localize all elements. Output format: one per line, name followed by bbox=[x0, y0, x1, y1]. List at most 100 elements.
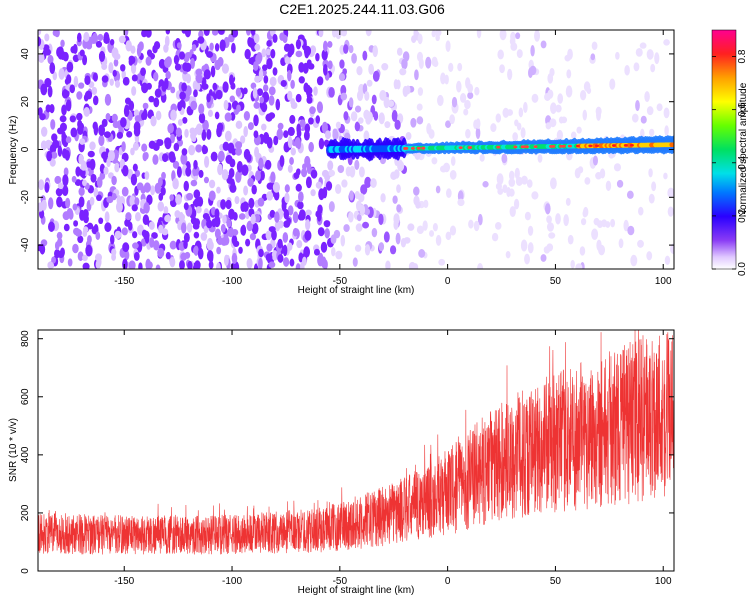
spectrogram-cell bbox=[378, 242, 385, 252]
spectrogram-cell bbox=[65, 136, 72, 144]
spectrogram-cell bbox=[245, 238, 251, 247]
spectrogram-cell bbox=[351, 53, 357, 64]
spectrogram-cell bbox=[496, 173, 504, 186]
spectrogram-x-tick-label: -100 bbox=[222, 276, 242, 287]
spectrogram-cell bbox=[174, 63, 182, 71]
spectrogram-cell bbox=[238, 246, 243, 254]
spectrogram-cell bbox=[220, 199, 227, 210]
spectrogram-cell bbox=[416, 225, 424, 235]
spectrogram-cell bbox=[385, 260, 391, 269]
spectrogram-cell bbox=[131, 86, 137, 96]
spectrogram-cell bbox=[173, 54, 180, 65]
spectrogram-cell bbox=[224, 112, 232, 122]
spectrogram-cell bbox=[343, 44, 349, 54]
spectrogram-cell bbox=[240, 202, 246, 212]
spectrogram-cell bbox=[91, 86, 98, 95]
spectrogram-cell bbox=[340, 84, 347, 96]
spectrogram-cell bbox=[582, 109, 588, 121]
spectrogram-cell bbox=[142, 102, 149, 110]
spectrogram-cell bbox=[284, 184, 290, 193]
spectrogram-cell bbox=[555, 213, 561, 225]
spectrogram-cell bbox=[502, 107, 510, 118]
spectrogram-cell bbox=[467, 83, 474, 93]
spectrogram-cell bbox=[310, 189, 316, 197]
spectrogram-cell bbox=[69, 84, 76, 94]
spectrogram-cell bbox=[372, 70, 380, 82]
spectrogram-cell bbox=[520, 239, 528, 252]
ridge-peak bbox=[567, 144, 572, 148]
spectrogram-cell bbox=[295, 263, 301, 269]
spectrogram-cell bbox=[108, 62, 114, 74]
spectrogram-cell bbox=[358, 166, 365, 178]
spectrogram-cell bbox=[183, 180, 189, 192]
spectrogram-cell bbox=[76, 32, 82, 43]
spectrogram-cell bbox=[209, 42, 214, 51]
spectrogram-cell bbox=[315, 115, 321, 124]
spectrogram-cell bbox=[70, 45, 77, 54]
spectrogram-cell bbox=[609, 78, 616, 90]
spectrogram-cell bbox=[356, 214, 362, 222]
spectrogram-cell bbox=[273, 190, 280, 201]
spectrogram-cell bbox=[114, 80, 121, 88]
spectrogram-cell bbox=[40, 83, 48, 96]
spectrogram-cell bbox=[107, 150, 116, 162]
ridge-peak bbox=[524, 145, 529, 149]
spectrogram-cell bbox=[184, 30, 191, 38]
spectrogram-cell bbox=[328, 169, 336, 177]
spectrogram-cell bbox=[206, 128, 212, 140]
spectrogram-cell bbox=[338, 73, 346, 82]
spectrogram-cell bbox=[190, 57, 195, 70]
spectrogram-cell bbox=[289, 114, 296, 124]
spectrogram-cell bbox=[252, 61, 259, 71]
spectrogram-cell bbox=[327, 160, 334, 171]
spectrogram-cell bbox=[432, 222, 438, 232]
spectrogram-cell bbox=[295, 183, 302, 192]
spectrogram-cell bbox=[132, 163, 138, 172]
spectrogram-cell bbox=[593, 217, 600, 226]
spectrogram-cell bbox=[155, 110, 162, 121]
spectrogram-cell bbox=[638, 206, 644, 216]
spectrogram-cell bbox=[190, 216, 197, 225]
spectrogram-cell bbox=[113, 58, 119, 67]
spectrogram-cell bbox=[185, 73, 191, 84]
spectrogram-x-label: Height of straight line (km) bbox=[298, 285, 415, 296]
spectrogram-cell bbox=[208, 179, 216, 189]
spectrogram-cell bbox=[331, 246, 336, 257]
spectrogram-cell bbox=[396, 204, 402, 213]
spectrogram-cell bbox=[57, 182, 64, 190]
spectrogram-cell bbox=[223, 99, 229, 111]
spectrogram-cell bbox=[197, 196, 204, 207]
spectrogram-cell bbox=[378, 112, 385, 125]
snr-y-tick-label: 0 bbox=[20, 568, 31, 574]
spectrogram-cell bbox=[143, 182, 151, 193]
spectrogram-cell bbox=[231, 252, 238, 264]
spectrogram-cell bbox=[337, 164, 345, 174]
spectrogram-cell bbox=[273, 135, 279, 146]
spectrogram-cell bbox=[169, 240, 177, 250]
spectrogram-cell bbox=[201, 129, 207, 141]
spectrogram-cell bbox=[67, 258, 73, 267]
spectrogram-cell bbox=[198, 112, 206, 124]
snr-x-tick-label: 0 bbox=[445, 576, 451, 587]
spectrogram-cell bbox=[396, 47, 403, 56]
spectrogram-cell bbox=[327, 40, 333, 48]
spectrogram-cell bbox=[549, 118, 557, 128]
spectrogram-cell bbox=[216, 125, 222, 138]
spectrogram-cell bbox=[190, 179, 198, 187]
spectrogram-cell bbox=[287, 90, 293, 101]
spectrogram-cell bbox=[635, 99, 640, 112]
spectrogram-cell bbox=[413, 186, 420, 196]
spectrogram-cell bbox=[179, 91, 186, 100]
spectrogram-cell bbox=[510, 31, 516, 42]
spectrogram-cell bbox=[277, 238, 283, 249]
spectrogram-cell bbox=[243, 110, 251, 121]
spectrogram-cell bbox=[104, 211, 110, 223]
spectrogram-cell bbox=[183, 239, 188, 250]
spectrogram-cell bbox=[414, 69, 419, 81]
spectrogram-cell bbox=[316, 101, 323, 114]
spectrogram-cell bbox=[327, 60, 333, 70]
spectrogram-cell bbox=[66, 208, 74, 219]
spectrogram-cell bbox=[133, 121, 141, 133]
spectrogram-cell bbox=[165, 56, 172, 67]
spectrogram-cell bbox=[417, 87, 424, 96]
